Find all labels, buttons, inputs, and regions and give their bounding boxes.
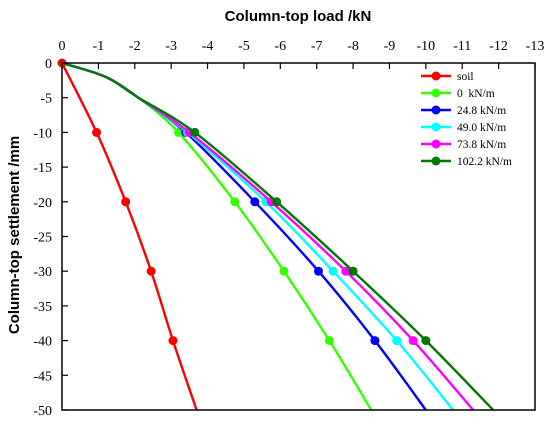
data-point	[146, 266, 156, 276]
series-0	[57, 58, 198, 411]
series-line	[61, 61, 427, 411]
x-tick-label: -1	[93, 39, 105, 54]
y-tick-label: -35	[33, 300, 52, 315]
legend-label: soil	[457, 71, 474, 83]
series-layer	[57, 58, 495, 411]
y-tick-label: -20	[33, 196, 52, 211]
data-point	[314, 266, 324, 276]
data-point	[392, 336, 402, 346]
y-tick-label: -40	[33, 335, 52, 350]
data-point	[370, 336, 380, 346]
series-line	[61, 61, 373, 411]
plot-frame	[61, 62, 536, 411]
series-line	[61, 61, 495, 411]
legend-item: 0 kN/m	[421, 88, 495, 100]
x-tick-label: -5	[238, 39, 250, 54]
y-tick-label: -15	[33, 161, 52, 176]
x-axis-title: Column-top load /kN	[225, 8, 372, 25]
data-point	[121, 197, 131, 207]
legend-marker	[431, 105, 441, 115]
x-tick-label: -7	[311, 39, 323, 54]
data-point	[272, 197, 282, 207]
legend-label: 0 kN/m	[457, 88, 495, 100]
legend-label: 73.8 kN/m	[457, 139, 506, 151]
legend-label: 102.2 kN/m	[457, 156, 512, 168]
x-tick-label: -3	[165, 39, 177, 54]
data-point	[190, 127, 200, 137]
axis-ticks: 0 -1 -2 -3 -4 -5 -6 -7 -8 -9 -10 -11 -12 -13 0 -5 -10 -15…	[33, 39, 544, 419]
legend-item: 24.8 kN/m	[421, 105, 506, 117]
x-tick-label: 0	[59, 39, 66, 54]
legend-item: soil	[421, 71, 474, 83]
legend-item: 49.0 kN/m	[421, 122, 506, 134]
data-point	[348, 266, 358, 276]
y-tick-label: -25	[33, 231, 52, 246]
x-tick-label: -4	[202, 39, 214, 54]
y-tick-label: 0	[45, 57, 52, 72]
data-point	[341, 266, 351, 276]
x-tick-label: -8	[347, 39, 359, 54]
legend-marker	[431, 139, 441, 149]
data-point	[92, 127, 102, 137]
legend-item: 73.8 kN/m	[421, 139, 506, 151]
legend-marker	[431, 71, 441, 81]
y-tick-label: -30	[33, 265, 52, 280]
legend-label: 24.8 kN/m	[457, 105, 506, 117]
y-axis-title: Column-top settlement /mm	[6, 136, 23, 334]
data-point	[328, 266, 338, 276]
series-line	[60, 62, 198, 411]
data-point	[279, 266, 289, 276]
x-tick-label: -6	[274, 39, 286, 54]
series-line	[61, 61, 455, 411]
data-point	[173, 127, 183, 137]
legend-marker	[431, 156, 441, 166]
legend-marker	[431, 88, 441, 98]
y-tick-label: -50	[33, 404, 52, 419]
y-tick-label: -5	[40, 92, 52, 107]
series-2	[61, 61, 427, 411]
legend-item: 102.2 kN/m	[421, 156, 512, 168]
legend: soil 0 kN/m 24.8 kN/m 49.0 kN/m 73.8 kN/m 102…	[421, 71, 512, 168]
data-point	[250, 197, 260, 207]
x-tick-label: -13	[526, 39, 545, 54]
legend-label: 49.0 kN/m	[457, 122, 506, 134]
x-tick-label: -2	[129, 39, 141, 54]
series-5	[61, 61, 495, 411]
data-point	[421, 336, 431, 346]
y-tick-label: -45	[33, 369, 52, 384]
x-tick-label: -11	[453, 39, 471, 54]
series-1	[61, 61, 373, 411]
legend-marker	[431, 122, 441, 132]
data-point	[324, 336, 334, 346]
series-3	[61, 61, 455, 411]
data-point	[230, 197, 240, 207]
data-point	[168, 336, 178, 346]
x-tick-label: -10	[417, 39, 436, 54]
x-tick-label: -12	[489, 39, 508, 54]
x-tick-label: -9	[384, 39, 396, 54]
y-tick-label: -10	[33, 126, 52, 141]
data-point	[408, 336, 418, 346]
